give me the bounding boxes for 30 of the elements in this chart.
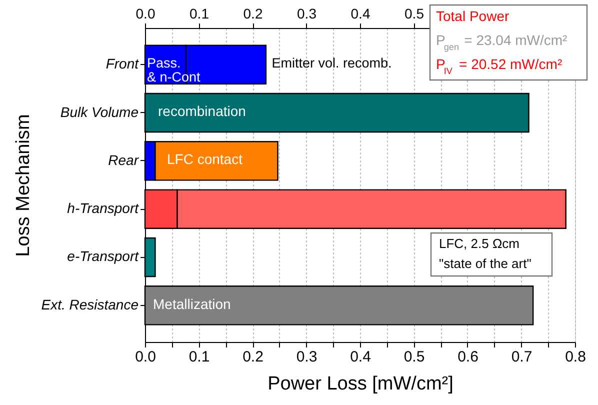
y-axis-title: Loss Mechanism	[13, 114, 34, 257]
annotation: "state of the art"	[439, 256, 532, 271]
x-tick-label: 0.8	[565, 348, 586, 366]
y-tick-label: Rear	[108, 152, 140, 168]
x2-tick-label: 0.4	[350, 6, 370, 22]
annotation: LFC contact	[167, 151, 243, 167]
y-tick-label: h-Transport	[67, 200, 140, 216]
x-tick-label: 0.4	[350, 348, 371, 366]
x2-tick-label: 0.5	[404, 6, 424, 22]
y-tick-label: Bulk Volume	[60, 104, 139, 120]
x2-tick-label: 0.2	[243, 6, 263, 22]
annotation: Metallization	[153, 296, 231, 312]
x2-tick-label: 0.0	[136, 6, 156, 22]
x-axis-title: Power Loss [mW/cm²]	[268, 374, 454, 394]
y-tick-label: e-Transport	[67, 248, 140, 264]
text: Total Power	[436, 8, 510, 24]
x-tick-label: 0.2	[242, 348, 264, 366]
y-tick-label: Ext. Resistance	[41, 296, 139, 312]
annotation: LFC, 2.5 Ωcm	[439, 236, 520, 251]
x-tick-label: 0.1	[188, 348, 210, 366]
x-tick-label: 0.5	[404, 348, 425, 366]
annotation: recombination	[158, 103, 246, 119]
y-tick-label: Front	[106, 56, 140, 72]
annotation: Emitter vol. recomb.	[272, 56, 392, 71]
x-tick-label: 0.6	[458, 348, 478, 366]
x-tick-label: 0.3	[296, 348, 318, 366]
x2-tick-label: 0.1	[190, 6, 210, 22]
x-tick-label: 0.0	[135, 348, 156, 366]
x2-tick-label: 0.3	[297, 6, 317, 22]
x-tick-label: 0.7	[511, 348, 532, 366]
